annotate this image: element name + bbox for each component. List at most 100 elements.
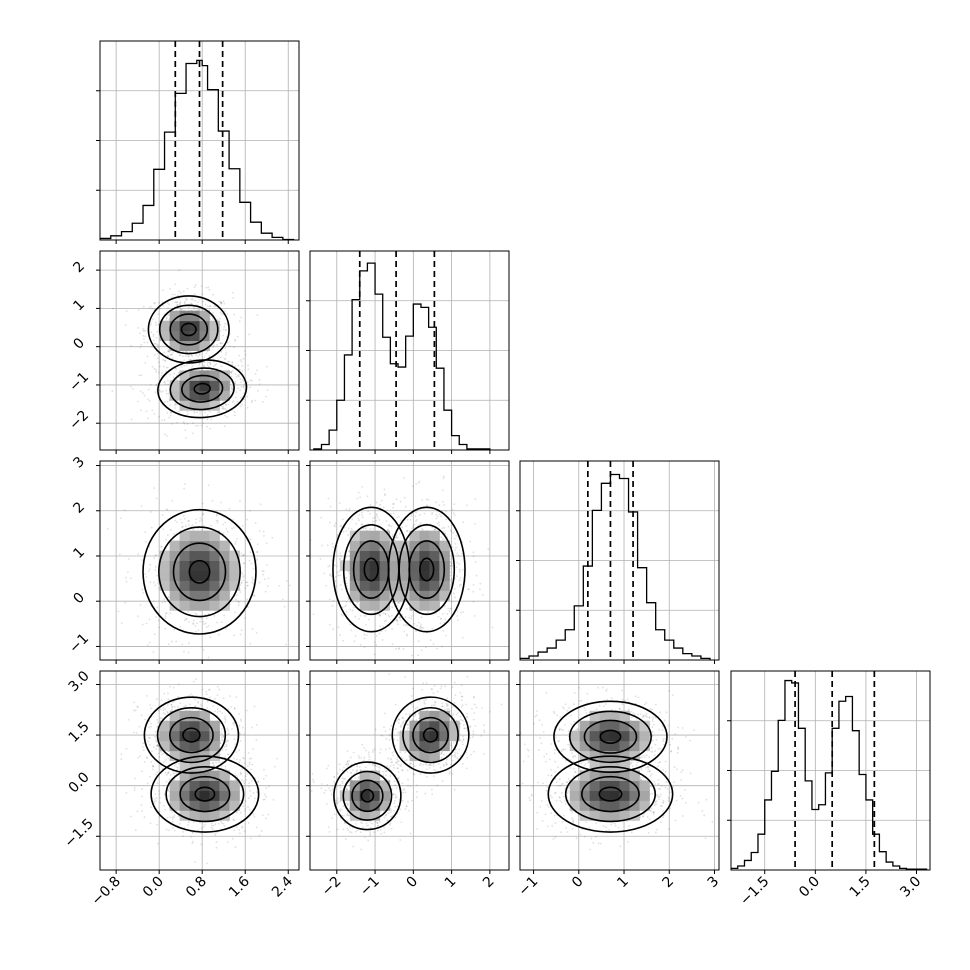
scatter-point: [218, 300, 221, 303]
scatter-point: [431, 526, 434, 529]
scatter-point: [161, 419, 164, 422]
scatter-point: [241, 573, 244, 576]
scatter-point: [373, 641, 376, 644]
density-bin: [199, 710, 210, 722]
scatter-point: [398, 533, 401, 535]
scatter-point: [155, 336, 158, 339]
scatter-point: [125, 310, 128, 313]
scatter-point: [398, 647, 401, 650]
scatter-point: [405, 623, 407, 626]
density-bin: [189, 570, 200, 581]
scatter-point: [222, 328, 225, 331]
scatter-point: [208, 309, 211, 312]
scatter-point: [149, 704, 152, 706]
scatter-point: [337, 574, 340, 577]
scatter-point: [195, 521, 197, 524]
scatter-point: [146, 341, 149, 344]
scatter-point: [249, 379, 252, 382]
scatter-point: [247, 752, 250, 754]
density-bin: [209, 730, 220, 742]
scatter-point: [219, 302, 222, 304]
scatter-point: [449, 550, 452, 552]
scatter-point: [238, 829, 241, 831]
scatter-point: [240, 396, 242, 399]
scatter-point: [167, 790, 170, 792]
scatter-point: [216, 519, 219, 522]
scatter-point: [150, 725, 152, 728]
scatter-point: [161, 601, 164, 604]
density-bin: [179, 720, 191, 732]
scatter-point: [450, 600, 453, 603]
density-bin: [209, 580, 220, 591]
scatter-point: [198, 354, 201, 356]
scatter-point: [173, 402, 176, 405]
scatter-point: [202, 512, 205, 515]
scatter-point: [162, 804, 165, 807]
density-bin: [159, 740, 171, 752]
scatter-point: [442, 477, 445, 480]
scatter-point: [161, 301, 164, 303]
scatter-point: [208, 688, 211, 691]
density-bin: [179, 380, 191, 391]
scatter-point: [416, 624, 418, 627]
scatter-point: [222, 532, 225, 535]
scatter-point: [173, 764, 176, 767]
scatter-point: [284, 643, 287, 646]
density-bin: [409, 580, 420, 591]
scatter-point: [230, 390, 232, 393]
scatter-point: [166, 366, 169, 369]
scatter-point: [218, 410, 220, 413]
density-bin: [179, 800, 191, 811]
scatter-point: [170, 703, 173, 706]
scatter-point: [419, 625, 422, 628]
pair-body: [100, 671, 299, 870]
scatter-point: [202, 648, 205, 651]
density-bin: [209, 530, 220, 542]
scatter-point: [194, 630, 197, 633]
scatter-point: [231, 386, 234, 389]
density-bin: [419, 540, 430, 552]
scatter-point: [193, 411, 196, 414]
scatter-point: [142, 327, 145, 330]
scatter-point: [385, 619, 387, 622]
scatter-point: [170, 529, 172, 531]
scatter-point: [254, 522, 257, 524]
density-bin: [209, 720, 220, 732]
scatter-point: [435, 517, 438, 520]
density-bin: [399, 560, 410, 571]
scatter-point: [207, 286, 210, 289]
scatter-point: [345, 604, 348, 607]
scatter-point: [417, 640, 420, 643]
contour-level-3: [180, 322, 197, 337]
density-bin: [189, 370, 200, 381]
scatter-point: [166, 400, 169, 403]
scatter-point: [136, 615, 139, 618]
scatter-point: [174, 519, 177, 522]
scatter-point: [150, 331, 153, 334]
scatter-point: [164, 359, 167, 362]
scatter-point: [235, 594, 238, 597]
scatter-point: [221, 738, 223, 741]
scatter-point: [219, 710, 221, 713]
scatter-point: [159, 801, 162, 804]
scatter-point: [246, 395, 249, 398]
scatter-point: [141, 788, 143, 790]
scatter-point: [356, 601, 359, 604]
scatter-point: [172, 686, 175, 689]
scatter-point: [222, 735, 225, 738]
scatter-point: [263, 578, 266, 581]
scatter-point: [190, 298, 193, 301]
scatter-point: [457, 554, 460, 557]
scatter-point: [150, 526, 153, 529]
scatter-point: [438, 504, 441, 507]
pair-body: [310, 461, 509, 660]
scatter-point: [422, 529, 424, 531]
scatter-point: [479, 582, 482, 585]
density-bin: [409, 540, 420, 552]
density-bin: [189, 340, 200, 351]
scatter-point: [191, 524, 194, 527]
scatter-point: [342, 530, 345, 533]
scatter-point: [222, 736, 225, 739]
scatter-point: [125, 747, 128, 750]
scatter-point: [235, 774, 237, 777]
